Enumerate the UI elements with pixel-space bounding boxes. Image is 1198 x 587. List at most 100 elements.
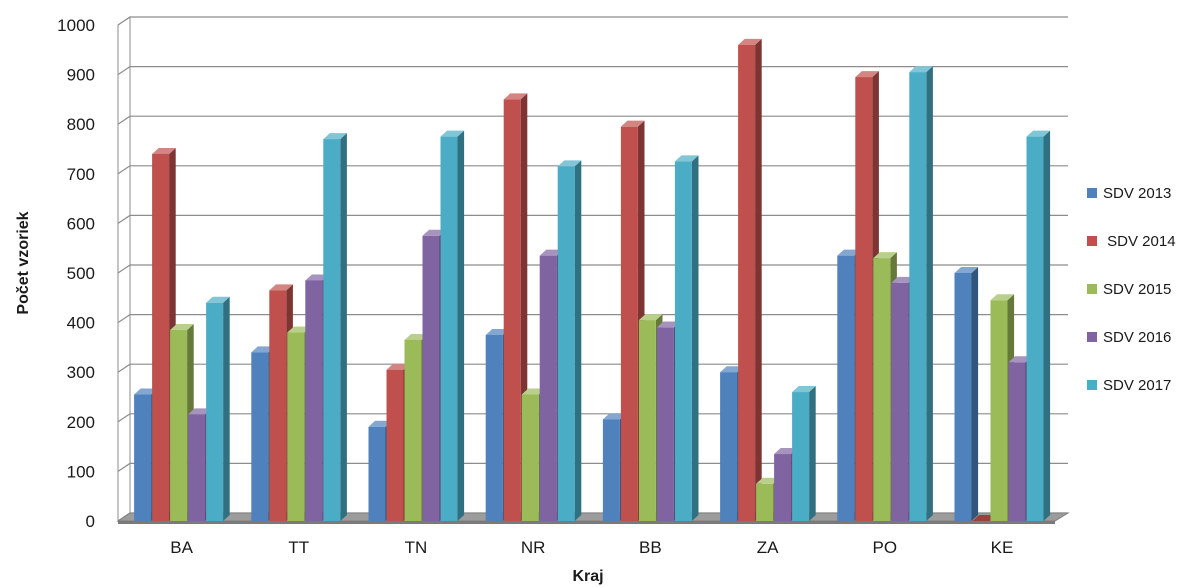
x-tick-label: ZA xyxy=(757,538,779,557)
bar-top xyxy=(990,294,1015,301)
bar-top xyxy=(1026,130,1051,137)
y-tick-label: 0 xyxy=(86,512,95,531)
legend-label: SDV 2013 xyxy=(1103,185,1171,202)
legend-label: SDV 2017 xyxy=(1103,377,1171,394)
legend-swatch xyxy=(1087,332,1097,342)
bar-front xyxy=(792,392,810,521)
bar-front xyxy=(1008,362,1026,521)
legend-label: SDV 2016 xyxy=(1103,329,1171,346)
bar-front xyxy=(305,280,323,521)
bar-front xyxy=(855,77,873,521)
legend-swatch xyxy=(1087,236,1097,246)
bar-top xyxy=(557,160,582,167)
bar-top xyxy=(170,324,194,331)
bar-side xyxy=(1043,130,1051,521)
bar-side xyxy=(574,160,582,522)
bar-top xyxy=(404,333,429,340)
y-tick-label: 200 xyxy=(67,413,95,432)
bar-top xyxy=(386,363,411,370)
bar-TT-sdv-2017 xyxy=(323,133,347,521)
bar-top xyxy=(287,326,311,333)
bar-front xyxy=(774,454,792,521)
bar-top xyxy=(602,413,627,420)
bar-side xyxy=(457,130,465,521)
bar-front xyxy=(188,414,206,521)
bar-NR-sdv-2017 xyxy=(557,160,582,522)
bar-front xyxy=(738,44,756,522)
bar-top xyxy=(134,388,158,395)
bar-front xyxy=(539,255,557,521)
y-tick-label: 900 xyxy=(67,66,95,85)
y-tick-label: 100 xyxy=(67,462,95,481)
bar-top xyxy=(503,93,528,100)
y-axis-title: Počet vzoriek xyxy=(15,211,32,314)
bar-front xyxy=(368,426,386,521)
bar-front xyxy=(503,99,521,522)
bar-top xyxy=(206,296,230,303)
bar-side xyxy=(971,267,979,521)
bar-KE-sdv-2017 xyxy=(1026,130,1051,521)
bar-front xyxy=(251,352,269,521)
bar-top xyxy=(638,314,663,321)
legend-item: SDV 2014 xyxy=(1087,233,1176,250)
bar-front xyxy=(152,153,170,521)
bar-BA-sdv-2017 xyxy=(206,296,230,521)
y-tick-labels: 0 100 200 300 400 500 600 700 800 900 1000 xyxy=(57,16,95,531)
bar-top xyxy=(422,229,447,236)
bar-ZA-sdv-2014 xyxy=(738,38,762,522)
bar-front xyxy=(287,332,305,521)
bar-front xyxy=(620,126,638,522)
bar-top xyxy=(656,321,681,328)
bar-top xyxy=(873,252,897,259)
bar-front xyxy=(837,255,855,521)
bar-top xyxy=(756,477,780,484)
legend-swatch xyxy=(1087,284,1097,294)
bar-top xyxy=(323,133,347,140)
bar-front xyxy=(602,419,620,521)
y-tick-label: 700 xyxy=(67,165,95,184)
floor-edge xyxy=(118,521,1055,524)
bar-top xyxy=(891,276,915,283)
y-tick-label: 1000 xyxy=(57,16,95,35)
bar-side xyxy=(809,386,816,521)
bar-front xyxy=(674,161,692,521)
bar-front xyxy=(557,166,575,522)
bar-front xyxy=(909,72,927,522)
bar-top xyxy=(269,284,293,291)
bar-BB-sdv-2017 xyxy=(674,155,699,521)
x-tick-label: PO xyxy=(873,538,898,557)
bar-side xyxy=(340,133,347,521)
x-tick-labels: BA TT TN NR BB ZA PO KE xyxy=(170,538,1013,557)
bar-top xyxy=(1008,356,1033,363)
legend-label: SDV 2014 xyxy=(1103,233,1176,250)
bar-front xyxy=(954,273,972,521)
bar-top xyxy=(954,267,979,273)
x-axis-title: Kraj xyxy=(572,568,603,585)
bar-front xyxy=(422,235,440,522)
bar-front xyxy=(134,394,152,521)
bar-front xyxy=(1026,136,1044,521)
bar-KE-sdv-2013 xyxy=(954,267,979,521)
bar-top xyxy=(837,249,861,256)
bar-front xyxy=(990,300,1008,521)
bar-front xyxy=(891,282,909,521)
bar-TN-sdv-2017 xyxy=(440,130,465,521)
bar-top xyxy=(188,408,212,415)
bar-top xyxy=(251,346,275,353)
legend-swatch xyxy=(1087,188,1097,198)
legend-item: SDV 2015 xyxy=(1087,281,1171,298)
bar-side xyxy=(223,296,230,521)
bar-side xyxy=(755,38,762,522)
bar-top xyxy=(972,515,997,521)
bar-top xyxy=(792,386,816,393)
bar-top xyxy=(152,147,176,154)
y-tick-label: 600 xyxy=(67,214,95,233)
gridline xyxy=(117,16,1068,26)
y-tick-label: 400 xyxy=(67,314,95,333)
y-tick-label: 800 xyxy=(67,115,95,134)
bar-top xyxy=(738,38,762,45)
bar-front xyxy=(756,483,774,521)
bar-front xyxy=(720,372,738,521)
bar-front xyxy=(170,330,188,521)
